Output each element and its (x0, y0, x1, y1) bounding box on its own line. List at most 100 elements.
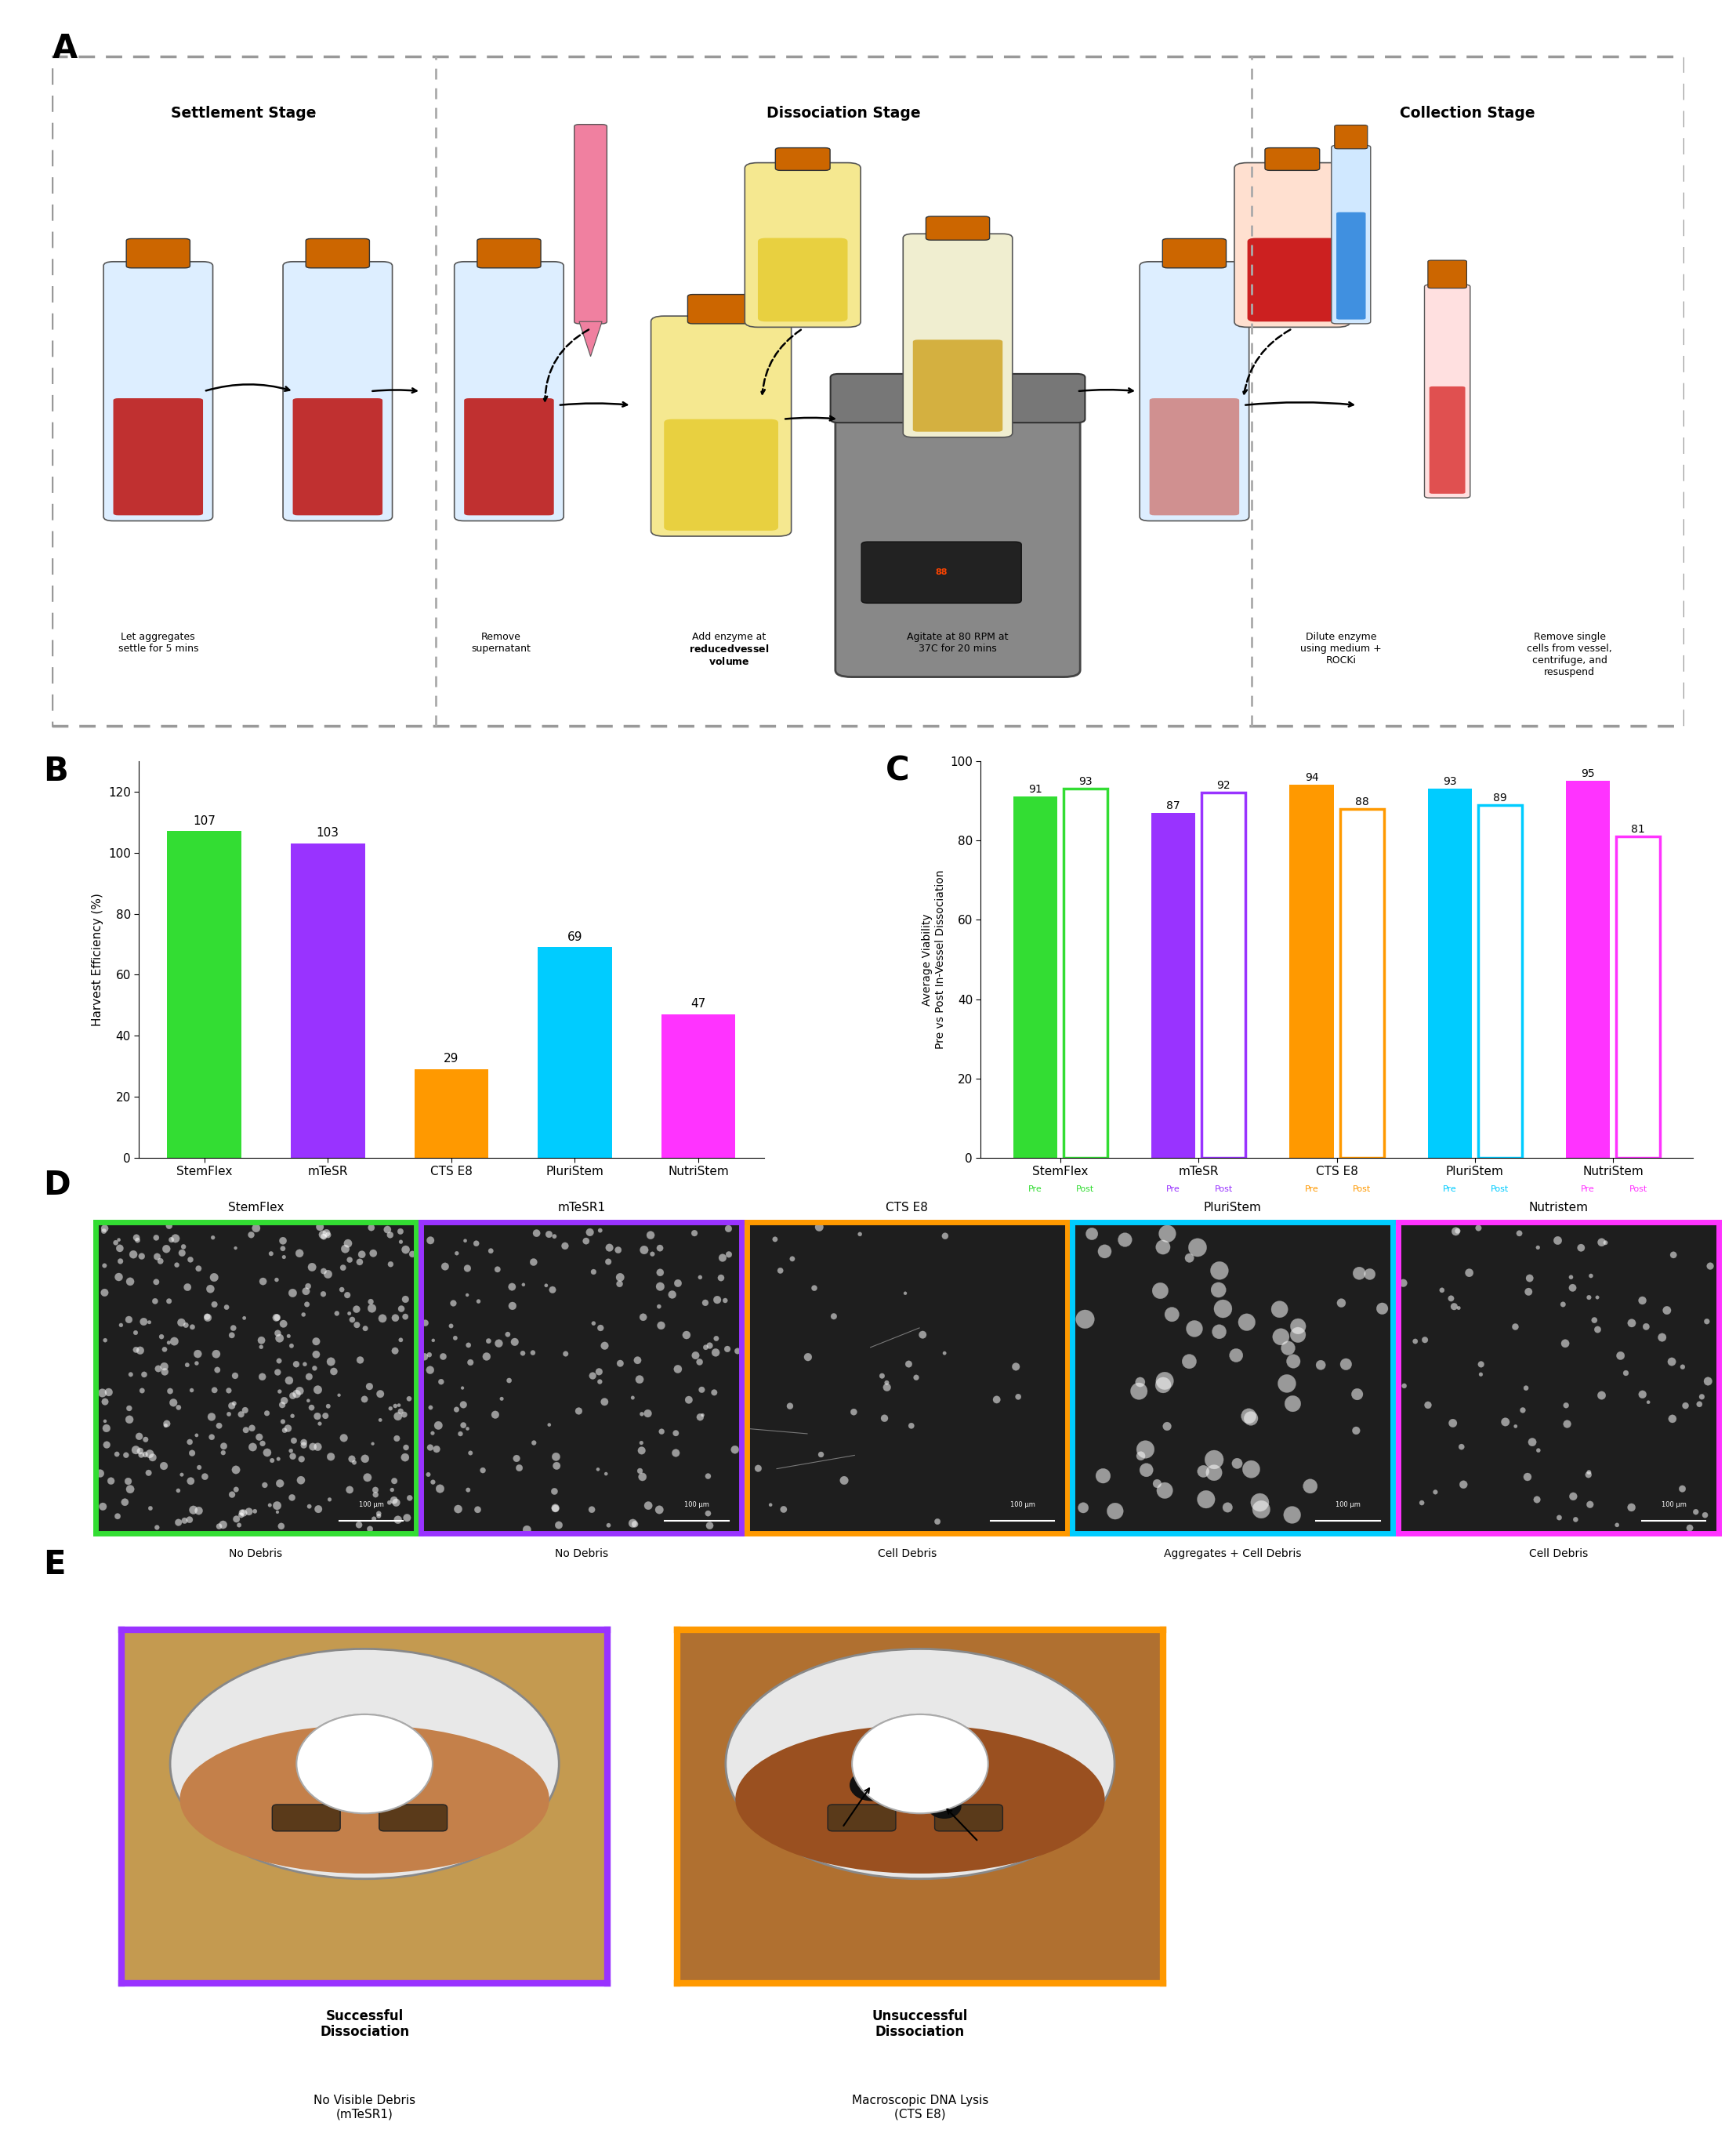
Point (309, 1254, 337, 1289)
Point (1588, 1379, 1616, 1413)
Point (1437, 1282, 1465, 1316)
Point (437, 1308, 465, 1342)
Point (1274, 1331, 1302, 1366)
Point (1575, 1280, 1602, 1314)
Point (840, 1396, 868, 1430)
FancyBboxPatch shape (1429, 386, 1465, 493)
Point (580, 1306, 608, 1340)
Point (1549, 1286, 1576, 1321)
Point (1411, 1323, 1439, 1357)
Point (1238, 1451, 1266, 1486)
Point (720, 1432, 748, 1466)
Point (286, 1462, 314, 1497)
Point (687, 1372, 715, 1406)
Point (1696, 1250, 1724, 1284)
Point (95, 1374, 123, 1409)
Point (264, 1488, 292, 1522)
Text: 100 μm: 100 μm (1335, 1501, 1361, 1507)
Point (179, 1492, 207, 1527)
Point (686, 1344, 713, 1379)
Text: C: C (885, 755, 910, 787)
Point (1632, 1310, 1660, 1344)
Point (144, 1351, 172, 1385)
FancyBboxPatch shape (52, 58, 1684, 725)
FancyBboxPatch shape (477, 238, 542, 268)
Point (587, 1214, 615, 1248)
FancyBboxPatch shape (1149, 399, 1240, 515)
Point (502, 1325, 529, 1359)
Text: 100 μm: 100 μm (684, 1501, 710, 1507)
Text: Post: Post (1491, 1186, 1509, 1194)
FancyBboxPatch shape (776, 148, 830, 169)
Point (1151, 1364, 1179, 1398)
Point (179, 1310, 207, 1344)
Point (661, 1415, 689, 1449)
Point (448, 1370, 476, 1404)
Point (1345, 1256, 1373, 1291)
Point (661, 1436, 689, 1471)
Point (1132, 1432, 1160, 1466)
Point (767, 1254, 795, 1289)
Point (1672, 1389, 1700, 1424)
Point (1184, 1231, 1212, 1265)
Point (1200, 1456, 1227, 1490)
Point (800, 1271, 828, 1306)
Point (399, 1237, 427, 1271)
Point (116, 1357, 144, 1391)
Point (229, 1497, 257, 1531)
Point (1552, 1387, 1580, 1421)
Point (1175, 1344, 1203, 1379)
Point (238, 1218, 266, 1252)
Point (141, 1284, 168, 1319)
Point (318, 1344, 345, 1379)
Point (380, 1464, 408, 1499)
Point (170, 1229, 198, 1263)
Text: 100 μm: 100 μm (1661, 1501, 1686, 1507)
Point (696, 1509, 724, 1544)
Text: Let aggregates
settle for 5 mins: Let aggregates settle for 5 mins (118, 632, 198, 654)
Point (745, 1451, 773, 1486)
Point (505, 1451, 533, 1486)
Point (420, 1323, 448, 1357)
Point (387, 1394, 415, 1428)
Point (1125, 1374, 1153, 1409)
FancyBboxPatch shape (1335, 124, 1368, 148)
Point (167, 1306, 194, 1340)
Point (135, 1436, 163, 1471)
Point (898, 1409, 925, 1443)
Point (1328, 1286, 1356, 1321)
Point (1205, 1254, 1233, 1289)
Point (127, 1434, 155, 1469)
Point (328, 1271, 356, 1306)
Point (102, 1226, 130, 1261)
Point (1005, 1379, 1033, 1413)
Point (1557, 1261, 1585, 1295)
Point (503, 1441, 531, 1475)
Ellipse shape (726, 1649, 1115, 1878)
Point (576, 1216, 604, 1250)
Point (594, 1246, 621, 1280)
FancyBboxPatch shape (861, 542, 1021, 602)
Point (392, 1430, 420, 1464)
Point (552, 1336, 580, 1370)
Point (1512, 1370, 1540, 1404)
Point (462, 1226, 490, 1261)
Point (222, 1231, 250, 1265)
Point (290, 1428, 318, 1462)
Point (1441, 1289, 1469, 1323)
Point (278, 1434, 306, 1469)
Point (1078, 1216, 1106, 1250)
Point (1127, 1366, 1154, 1400)
Point (1668, 1351, 1696, 1385)
Point (262, 1301, 290, 1336)
Point (245, 1419, 273, 1454)
Point (1559, 1271, 1587, 1306)
Point (361, 1473, 389, 1507)
Point (378, 1473, 406, 1507)
Point (222, 1454, 250, 1488)
Point (278, 1398, 306, 1432)
Ellipse shape (181, 1726, 549, 1874)
Point (175, 1426, 203, 1460)
Point (1618, 1490, 1646, 1524)
Point (474, 1323, 502, 1357)
